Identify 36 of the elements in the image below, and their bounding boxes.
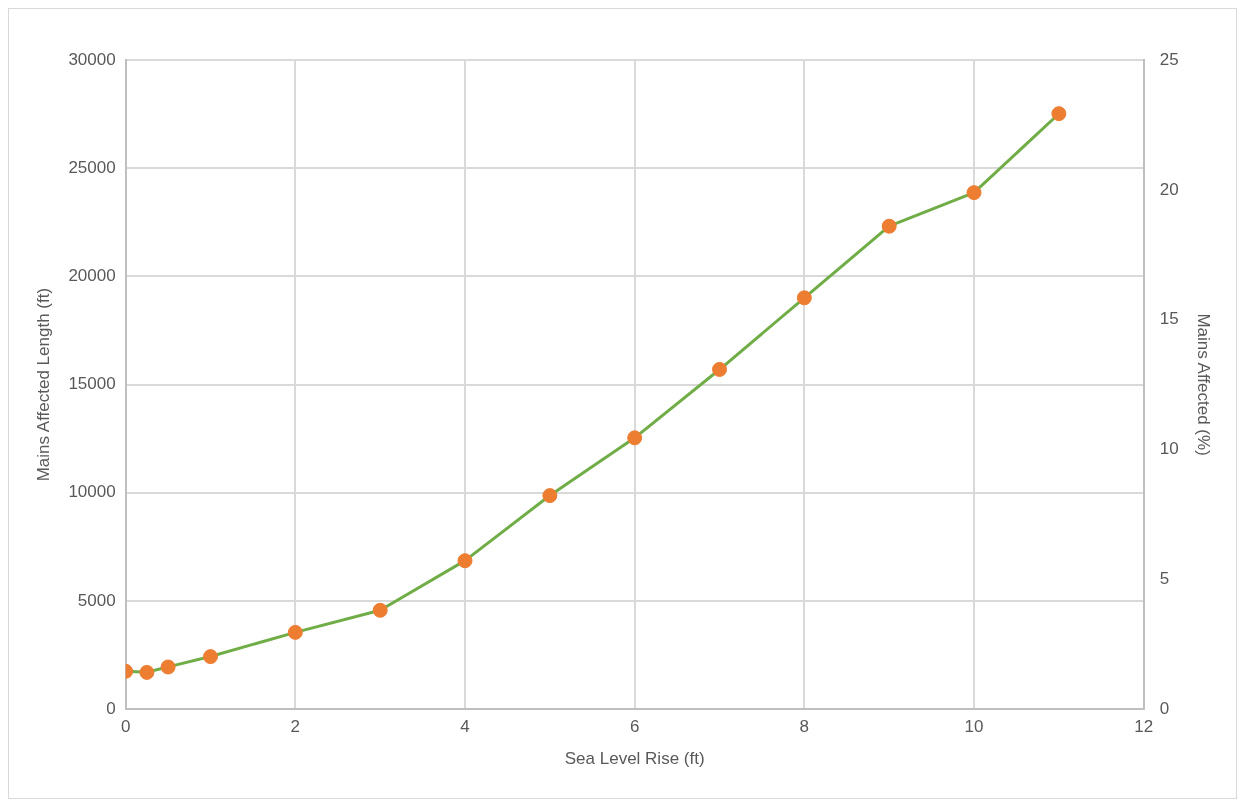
x-tick-label: 4 <box>460 717 470 737</box>
point <box>712 361 728 377</box>
x-tick-label: 12 <box>1134 717 1154 737</box>
point <box>542 488 558 504</box>
y2-tick-label: 25 <box>1159 49 1179 69</box>
point <box>372 602 388 618</box>
y-tick-label: 15000 <box>68 374 116 394</box>
x-tick-label: 8 <box>799 717 810 737</box>
y-axis-title: Mains Affected Length (ft) <box>33 287 53 482</box>
y-tick-label: 0 <box>106 698 116 718</box>
point <box>160 659 176 675</box>
y-tick-label: 5000 <box>77 590 116 610</box>
x-tick-label: 0 <box>120 717 131 737</box>
y-tick-label: 30000 <box>68 49 116 69</box>
y-tick-label: 25000 <box>68 157 116 177</box>
y2-tick-label: 0 <box>1159 698 1170 718</box>
y2-axis-title: Mains Affected (%) <box>1194 313 1214 456</box>
y2-tick-label: 15 <box>1159 309 1179 329</box>
point <box>457 553 473 569</box>
point <box>627 430 643 446</box>
y-tick-label: 20000 <box>68 266 116 286</box>
point <box>287 624 303 640</box>
x-tick-label: 10 <box>964 717 984 737</box>
x-axis-title: Sea Level Rise (ft) <box>564 749 705 769</box>
x-tick-label: 2 <box>290 717 301 737</box>
x-tick-label: 6 <box>629 717 640 737</box>
y2-tick-label: 10 <box>1159 439 1179 459</box>
point <box>881 218 897 234</box>
y-tick-label: 10000 <box>68 482 116 502</box>
y2-tick-label: 5 <box>1159 569 1170 589</box>
point <box>1051 106 1067 122</box>
point <box>966 185 982 201</box>
point <box>203 649 219 665</box>
point <box>139 664 155 680</box>
y2-tick-label: 20 <box>1159 179 1179 199</box>
point <box>796 290 812 306</box>
